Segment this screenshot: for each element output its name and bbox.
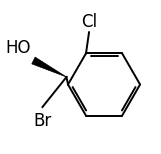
- Text: HO: HO: [5, 39, 30, 57]
- Text: Br: Br: [33, 111, 52, 130]
- Polygon shape: [32, 57, 66, 77]
- Text: Cl: Cl: [81, 13, 97, 31]
